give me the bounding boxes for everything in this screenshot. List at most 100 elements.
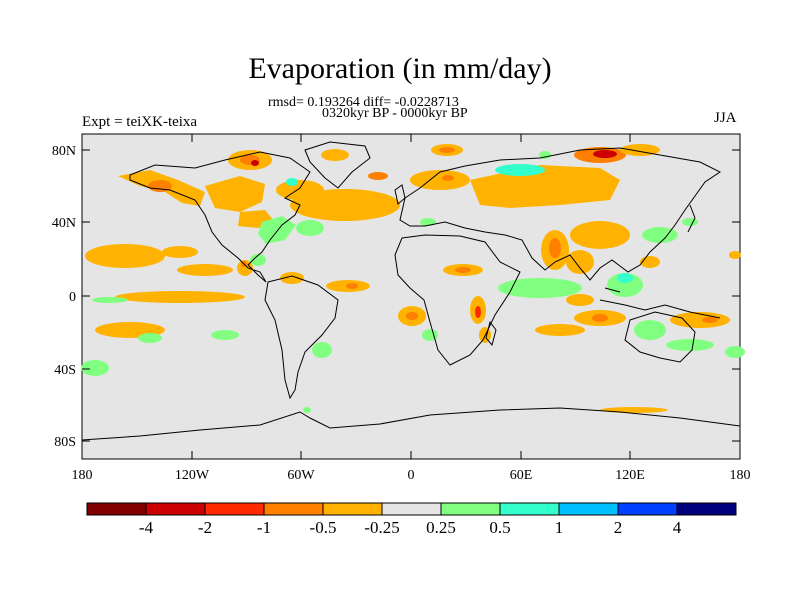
lon-label: 120W <box>175 468 210 483</box>
patch-indonesia-core <box>592 314 608 322</box>
colorbar-label: 2 <box>614 518 623 537</box>
patch-india <box>566 250 594 274</box>
coast-indonesia <box>599 287 721 319</box>
patch-sam-atl-core <box>346 283 358 289</box>
patch-s-pacific-w <box>81 360 109 376</box>
patch-w-pacific-core <box>702 317 718 323</box>
lon-label: 60E <box>510 468 533 483</box>
patch-equatorial-pacific-green <box>92 297 128 303</box>
figure-title: Evaporation (in mm/day) <box>248 52 552 85</box>
patch-canada-arctic-core2 <box>251 160 259 166</box>
patch-canada <box>205 176 265 212</box>
patch-indian-s <box>535 324 585 336</box>
patch-tibet <box>570 221 630 249</box>
patch-sahel-core <box>455 267 471 273</box>
coast-uk <box>394 184 406 205</box>
patch-bay-bengal <box>566 294 594 306</box>
coast-madagascar <box>485 320 497 347</box>
patch-greenland <box>321 149 349 161</box>
patch-s-atlantic-green <box>312 342 332 358</box>
colorbar-label: 0.25 <box>426 518 456 537</box>
coast-south-america <box>264 275 339 400</box>
patch-arabia-core <box>549 238 561 258</box>
patch-us-east-green <box>258 216 296 244</box>
colorbar-swatch <box>558 502 619 516</box>
colorbar-label: 1 <box>555 518 564 537</box>
colorbar-label: -0.5 <box>310 518 337 537</box>
patch-pacific-band-1 <box>85 244 165 268</box>
colorbar-label: -0.25 <box>364 518 399 537</box>
lon-label: 180 <box>72 468 93 483</box>
patch-med-green <box>420 218 436 226</box>
colorbar-label: 4 <box>673 518 682 537</box>
stats-line: rmsd= 0.193264 diff= -0.0228713 <box>268 95 459 110</box>
patch-siberia-green <box>495 164 545 176</box>
lat-labels: 80N 40N 0 40S 80S <box>52 144 76 450</box>
experiment-label: Expt = teiXK-teixa <box>82 114 198 130</box>
patch-iceland <box>368 172 388 180</box>
patch-pacific-band-2 <box>177 264 233 276</box>
patch-tasman-green <box>666 339 714 351</box>
patch-alaska-core <box>148 180 172 192</box>
colorbar-swatch <box>676 502 737 516</box>
colorbar-swatch <box>145 502 206 516</box>
period-line: 0320kyr BP - 0000kyr BP <box>322 106 468 121</box>
lat-label: 80N <box>52 144 76 159</box>
patch-equatorial-pacific <box>115 291 245 303</box>
anomaly-patches <box>81 144 745 413</box>
lon-labels: 180 120W 60W 0 60E 120E 180 <box>72 468 751 483</box>
coast-north-america <box>129 151 311 283</box>
colorbar <box>86 502 737 516</box>
coast-eurasia <box>399 147 721 281</box>
patch-gulf-green <box>250 254 266 266</box>
lon-label: 180 <box>730 468 751 483</box>
patch-arctic-w-core <box>439 147 455 153</box>
patch-s-pacific-green <box>138 333 162 343</box>
colorbar-swatch <box>499 502 560 516</box>
patch-philippines <box>640 256 660 268</box>
patch-japan-green <box>682 218 698 226</box>
patch-pacific-band-1b <box>162 246 198 258</box>
lat-label: 40S <box>54 363 76 378</box>
lat-label: 40N <box>52 216 76 231</box>
patch-antarctic-peninsula <box>303 407 311 413</box>
patch-nz-green <box>725 346 745 358</box>
patch-australia-green <box>634 320 666 340</box>
season-label: JJA <box>714 110 737 126</box>
lat-label: 0 <box>69 290 76 305</box>
patch-e-africa-core <box>475 306 481 318</box>
colorbar-swatch <box>86 502 147 516</box>
lat-label: 80S <box>54 435 76 450</box>
colorbar-swatch <box>440 502 501 516</box>
lon-label: 60W <box>287 468 315 483</box>
patch-indian-green <box>498 278 582 298</box>
colorbar-label: -2 <box>198 518 212 537</box>
patch-hudson-green <box>286 178 298 186</box>
patch-atlantic-n <box>290 189 400 221</box>
patch-siberia <box>470 165 620 208</box>
patch-guinea-core <box>406 312 418 320</box>
colorbar-label: -1 <box>257 518 271 537</box>
patch-antarctic <box>600 407 668 413</box>
coastlines <box>81 141 741 441</box>
tick-marks <box>81 134 741 459</box>
colorbar-swatch <box>263 502 324 516</box>
coast-japan <box>687 204 696 233</box>
colorbar-label: -4 <box>139 518 154 537</box>
coast-africa <box>394 234 521 366</box>
patch-europe <box>410 170 470 190</box>
patch-atlantic-n-green <box>296 220 324 236</box>
patch-china-green <box>642 227 678 243</box>
patch-w-pacific <box>670 312 730 328</box>
patch-siberia-green2 <box>539 151 551 159</box>
patch-s-africa-green <box>422 329 438 341</box>
colorbar-swatch <box>617 502 678 516</box>
colorbar-swatch <box>204 502 265 516</box>
colorbar-swatch <box>322 502 383 516</box>
patch-dateline-n <box>729 251 741 259</box>
patch-europe-core <box>442 175 454 181</box>
patch-arctic-e-core <box>593 150 617 158</box>
coast-antarctica <box>81 407 741 441</box>
coast-greenland <box>304 141 371 189</box>
